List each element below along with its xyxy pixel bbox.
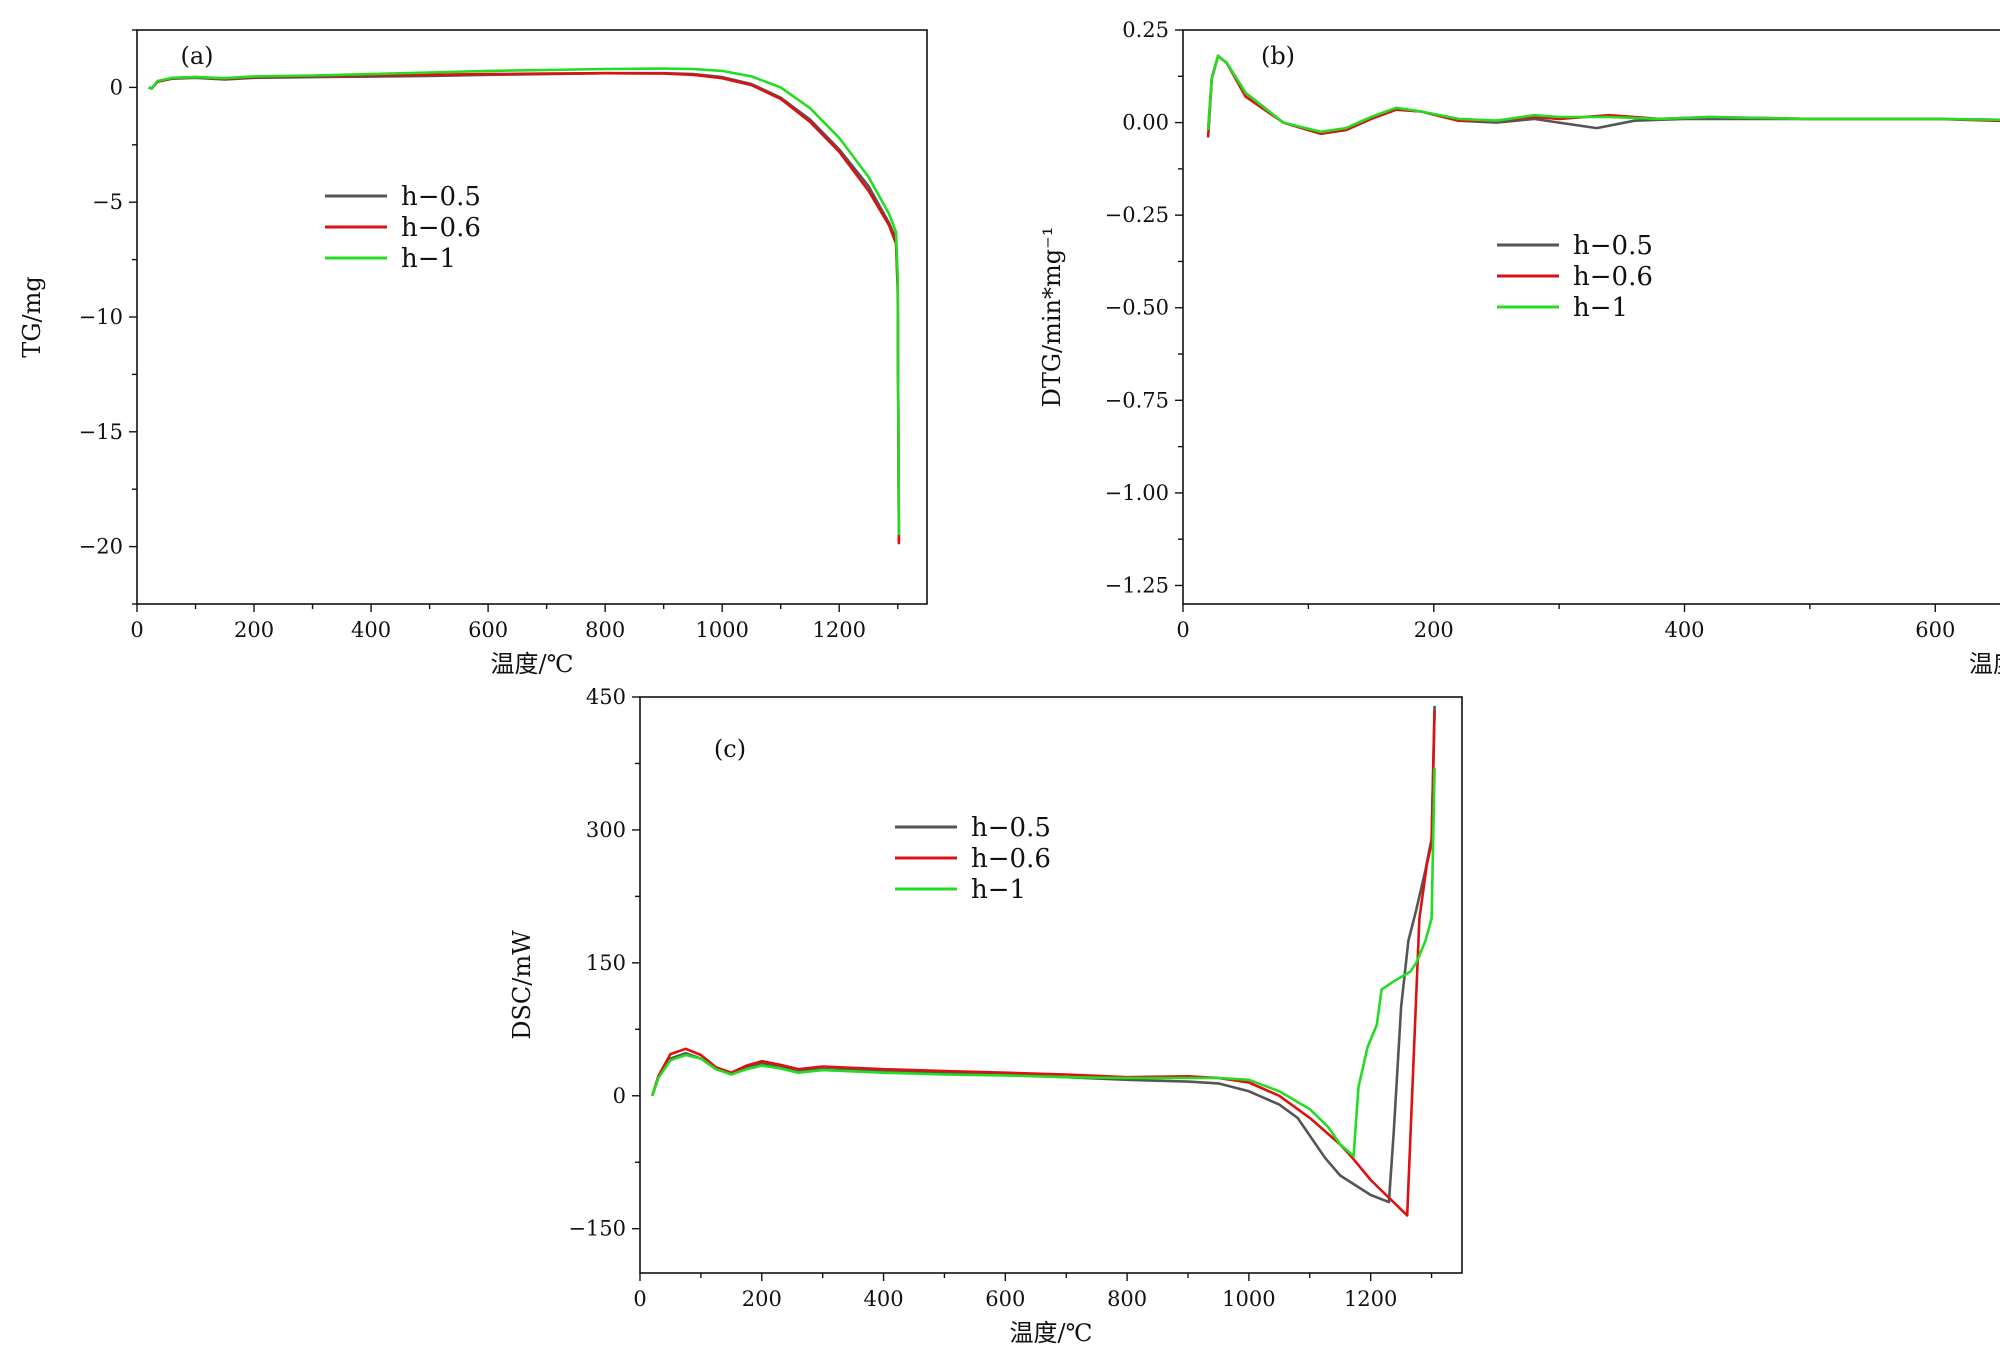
series-line-3 xyxy=(650,767,1436,1158)
x-tick-label: 200 xyxy=(234,618,274,642)
y-tick-label: −1.25 xyxy=(1105,573,1169,597)
panel-label: (c) xyxy=(714,735,746,763)
y-tick-label: −0.25 xyxy=(1105,203,1169,227)
x-tick-label: 0 xyxy=(130,618,143,642)
panel-b: 0200400600800100012000.250.00−0.25−0.50−… xyxy=(1038,18,2000,678)
y-tick-label: −0.75 xyxy=(1105,388,1169,412)
legend-label: h−0.6 xyxy=(971,844,1051,874)
y-tick-label: 0 xyxy=(613,1084,626,1108)
plot-frame xyxy=(639,696,1463,1274)
y-tick-label: −15 xyxy=(79,420,123,444)
y-axis-label: TG/mg xyxy=(18,276,46,357)
legend-label: h−0.5 xyxy=(401,182,481,212)
y-axis-label: DTG/min*mg⁻¹ xyxy=(1038,227,1066,408)
legend-label: h−0.5 xyxy=(971,813,1051,843)
y-tick-label: 0.00 xyxy=(1122,111,1169,135)
x-tick-label: 800 xyxy=(1107,1287,1147,1311)
legend-label: h−0.6 xyxy=(1573,262,1653,292)
panel-label: (b) xyxy=(1261,42,1295,70)
x-tick-label: 1200 xyxy=(812,618,865,642)
y-tick-label: 450 xyxy=(586,685,626,709)
series-line-1 xyxy=(148,71,901,543)
x-tick-label: 400 xyxy=(1664,618,1704,642)
y-tick-label: −10 xyxy=(79,305,123,329)
x-axis-label: 温度/℃ xyxy=(491,650,574,678)
legend-label: h−0.5 xyxy=(1573,231,1653,261)
legend-label: h−0.6 xyxy=(401,213,481,243)
y-axis-label: DSC/mW xyxy=(508,930,536,1040)
y-tick-label: 150 xyxy=(586,951,626,975)
x-tick-label: 600 xyxy=(985,1287,1025,1311)
series-line-2 xyxy=(148,71,901,545)
x-tick-label: 400 xyxy=(864,1287,904,1311)
x-tick-label: 800 xyxy=(585,618,625,642)
x-tick-label: 0 xyxy=(633,1287,646,1311)
x-tick-label: 600 xyxy=(1915,618,1955,642)
y-tick-label: 0 xyxy=(110,75,123,99)
legend-label: h−1 xyxy=(401,244,456,274)
plot-frame xyxy=(1182,29,2000,605)
y-tick-label: −0.50 xyxy=(1105,296,1169,320)
series-line-3 xyxy=(148,67,901,536)
y-tick-label: −20 xyxy=(79,535,123,559)
legend-label: h−1 xyxy=(1573,293,1628,323)
x-axis-label: 温度/℃ xyxy=(1010,1319,1093,1347)
x-tick-label: 200 xyxy=(1414,618,1454,642)
y-tick-label: 0.25 xyxy=(1122,18,1169,42)
panel-c: 0 200 400 600 800 1000 1200 450 300 150 0 −150 温度/℃ D… xyxy=(508,685,1463,1347)
x-tick-label: 1000 xyxy=(1222,1287,1275,1311)
plot-frame xyxy=(136,29,928,605)
x-tick-label: 1000 xyxy=(695,618,748,642)
series-line-3 xyxy=(1206,54,2000,134)
panel-label: (a) xyxy=(180,42,213,70)
y-tick-label: −150 xyxy=(568,1217,626,1241)
legend-label: h−1 xyxy=(971,875,1026,905)
x-tick-label: 1200 xyxy=(1344,1287,1397,1311)
series-line-1 xyxy=(650,705,1436,1204)
x-tick-label: 0 xyxy=(1176,618,1189,642)
x-tick-label: 200 xyxy=(742,1287,782,1311)
y-tick-label: 300 xyxy=(586,818,626,842)
panel-a: 0 200 400 600 800 1000 1200 0 −5 −10 −15 −20 温度/℃ TG/… xyxy=(18,29,928,678)
x-axis-label: 温度/℃ xyxy=(1969,650,2000,678)
x-tick-label: 400 xyxy=(351,618,391,642)
series-line-2 xyxy=(650,710,1436,1217)
y-tick-label: −1.00 xyxy=(1105,481,1169,505)
x-tick-label: 600 xyxy=(468,618,508,642)
y-tick-label: −5 xyxy=(92,190,123,214)
